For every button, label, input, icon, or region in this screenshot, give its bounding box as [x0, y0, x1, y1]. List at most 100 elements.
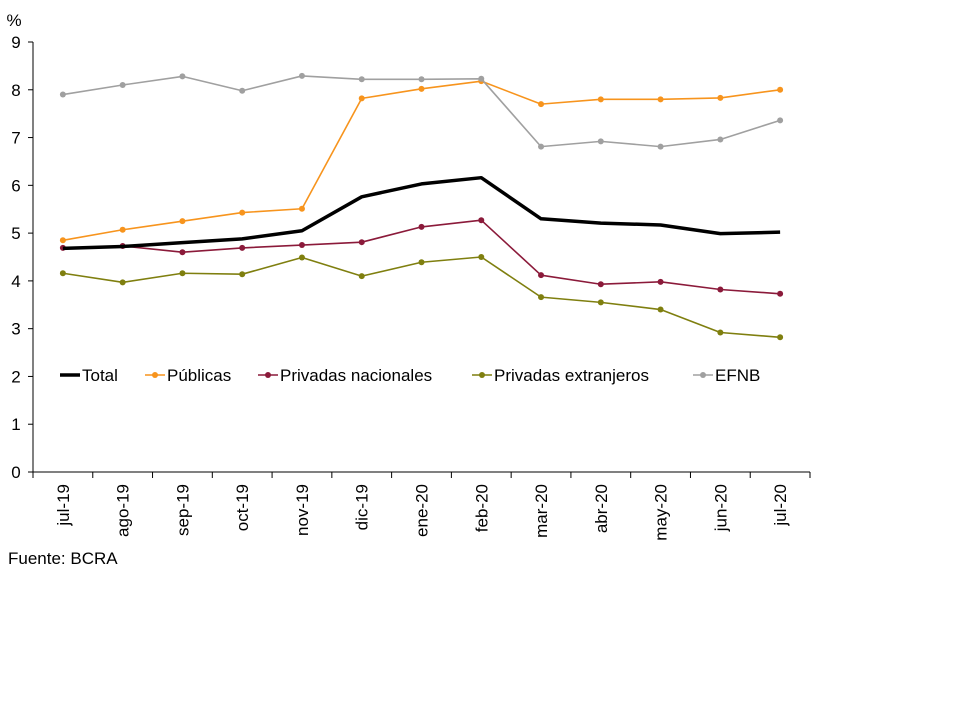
x-tick-label: ago-19 [114, 484, 133, 537]
series-line [62, 219, 781, 295]
x-tick-label: jul-19 [54, 484, 73, 527]
legend-item: Total [60, 366, 118, 385]
data-point [298, 72, 305, 79]
data-point [717, 94, 724, 101]
x-tick-label: sep-19 [173, 484, 192, 536]
series-total [62, 175, 781, 251]
x-tick-label: jul-20 [771, 484, 790, 527]
legend-swatch-marker [700, 372, 706, 378]
data-point [777, 334, 784, 341]
legend-label: EFNB [715, 366, 760, 385]
legend-swatch-marker [265, 372, 271, 378]
data-point [418, 223, 425, 230]
data-point [777, 86, 784, 93]
data-point [597, 299, 604, 306]
x-tick-label: abr-20 [592, 484, 611, 533]
legend-swatch-marker [152, 372, 158, 378]
data-point [717, 136, 724, 143]
x-tick-label: may-20 [652, 484, 671, 541]
y-tick-label: 6 [11, 176, 20, 195]
legend-swatch-marker [479, 372, 485, 378]
data-point [418, 259, 425, 266]
legend-label: Públicas [167, 366, 231, 385]
y-tick-label: 2 [11, 367, 20, 386]
data-point [298, 254, 305, 261]
data-point [239, 87, 246, 94]
data-point [239, 244, 246, 251]
data-point [418, 76, 425, 83]
data-point [298, 242, 305, 249]
data-point [239, 209, 246, 216]
legend: Total Públicas Privadas nacionales Privadas… [60, 366, 760, 385]
x-tick-label: feb-20 [472, 484, 491, 532]
data-point [538, 143, 545, 150]
data-point [179, 249, 186, 256]
data-point [597, 281, 604, 288]
y-axis: 0 1 2 3 4 5 6 7 8 9% [6, 11, 34, 482]
data-point [597, 138, 604, 145]
x-tick-label: ene-20 [413, 484, 432, 537]
data-point [119, 226, 126, 233]
x-tick-label: mar-20 [532, 484, 551, 538]
series-efnb [59, 72, 784, 150]
y-tick-label: 7 [11, 129, 20, 148]
series-p-blicas [59, 78, 784, 244]
data-point [239, 271, 246, 278]
data-point [179, 218, 186, 225]
legend-label: Privadas extranjeros [494, 366, 649, 385]
series-privadas-nacionales [59, 217, 784, 297]
data-point [119, 82, 126, 88]
data-point [358, 239, 365, 246]
data-point [717, 329, 724, 336]
series-line [62, 80, 781, 242]
series-line [62, 175, 781, 251]
data-point [59, 237, 66, 244]
y-tick-label: 4 [11, 272, 20, 291]
legend-label: Privadas nacionales [280, 366, 432, 385]
data-point [478, 254, 485, 260]
y-tick-label: 0 [11, 463, 20, 482]
data-point [657, 96, 664, 103]
data-point [358, 76, 365, 83]
legend-item: Públicas [145, 366, 231, 385]
data-point [358, 95, 365, 102]
y-tick-label: 9 [11, 33, 20, 52]
y-tick-label: 1 [11, 415, 20, 434]
data-point [538, 294, 545, 301]
data-point [597, 96, 604, 103]
x-tick-label: dic-19 [353, 484, 372, 530]
data-point [657, 278, 664, 285]
y-axis-label: % [6, 11, 21, 30]
data-point [777, 117, 784, 124]
x-tick-label: oct-19 [233, 484, 252, 531]
y-tick-label: 3 [11, 320, 20, 339]
legend-item: EFNB [693, 366, 760, 385]
data-point [717, 286, 724, 293]
data-point [59, 91, 66, 98]
data-point [119, 279, 126, 286]
data-point [538, 272, 545, 279]
data-point [657, 306, 664, 313]
x-axis: jul-19 ago-19 sep-19 oct-19 nov-19 dic-19 ene-… [32, 471, 811, 541]
y-tick-label: 5 [11, 224, 20, 243]
data-point [418, 85, 425, 92]
source-note: Fuente: BCRA [8, 549, 118, 568]
data-point [777, 290, 784, 297]
data-point [179, 270, 186, 277]
y-tick-label: 8 [11, 81, 20, 100]
data-point [538, 101, 545, 108]
data-point [478, 217, 485, 224]
data-point [179, 73, 186, 80]
data-point [478, 75, 485, 82]
series-privadas-extranjeros [59, 254, 784, 341]
x-tick-label: jun-20 [711, 484, 730, 532]
series-layer [59, 72, 784, 341]
data-point [298, 205, 305, 212]
series-line [62, 256, 781, 339]
data-point [358, 273, 365, 280]
x-tick-label: nov-19 [293, 484, 312, 536]
legend-item: Privadas nacionales [258, 366, 432, 385]
legend-item: Privadas extranjeros [472, 366, 649, 385]
data-point [59, 270, 66, 277]
